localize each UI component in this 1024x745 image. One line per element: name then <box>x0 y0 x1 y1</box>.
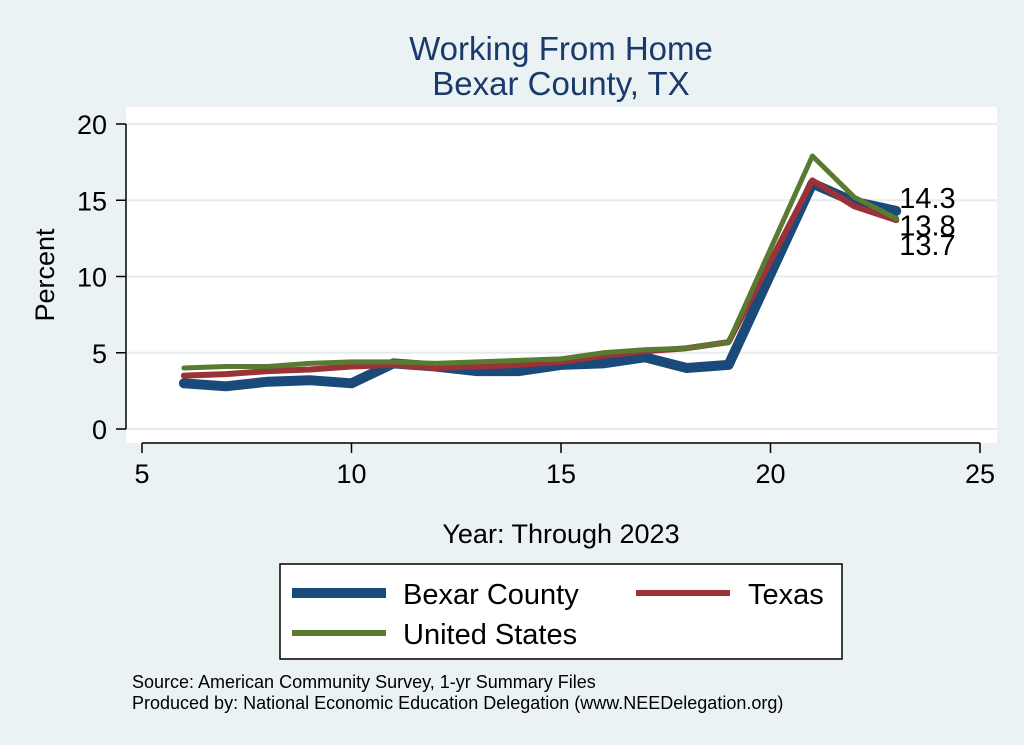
end-marker-united-states <box>893 215 900 222</box>
series-line-bexar-county <box>178 178 902 392</box>
legend-label-united-states: United States <box>403 619 577 651</box>
x-tick-label-25: 25 <box>965 459 995 489</box>
y-tick-label-5: 5 <box>92 339 107 369</box>
chart-title: Working From Home <box>409 30 713 67</box>
x-tick-label-10: 10 <box>336 459 366 489</box>
y-axis-title: Percent <box>30 228 60 322</box>
legend-box <box>279 563 843 660</box>
plot-area <box>126 107 997 443</box>
end-label-texas: 13.7 <box>899 230 955 262</box>
produced-by-note: Produced by: National Economic Education… <box>132 693 783 713</box>
end-marker-bexar-county <box>893 207 900 214</box>
x-axis-title: Year: Through 2023 <box>442 519 679 549</box>
y-tick-label-20: 20 <box>77 110 107 140</box>
legend: Bexar County Texas United States <box>279 563 843 660</box>
y-tick-label-0: 0 <box>92 415 107 445</box>
legend-label-texas: Texas <box>748 579 824 611</box>
source-note: Source: American Community Survey, 1-yr … <box>132 672 596 692</box>
end-label-united-states: 13.8 <box>899 211 955 243</box>
end-label-bexar-county: 14.3 <box>899 183 955 215</box>
series-lines <box>178 153 902 392</box>
legend-label-bexar-county: Bexar County <box>403 579 579 611</box>
x-tick-label-20: 20 <box>755 459 785 489</box>
y-tick-label-15: 15 <box>77 186 107 216</box>
end-labels: 14.3 13.713.8 <box>893 183 956 262</box>
chart-subtitle: Bexar County, TX <box>432 65 689 102</box>
x-tick-label-5: 5 <box>134 459 149 489</box>
series-line-united-states <box>181 153 899 371</box>
x-tick-label-15: 15 <box>546 459 576 489</box>
series-line-texas <box>180 177 900 379</box>
y-tick-label-10: 10 <box>77 263 107 293</box>
